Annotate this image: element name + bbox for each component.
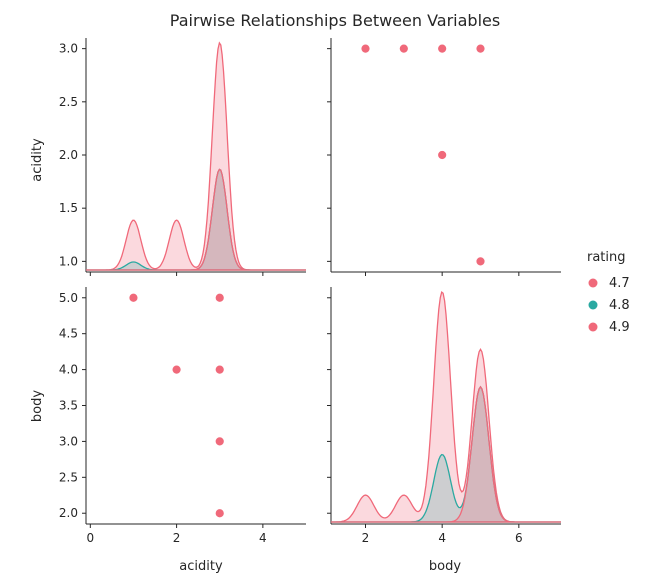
kde-acidity-4_7 — [86, 41, 306, 271]
panel-tl-ytick-label: 2.5 — [59, 95, 78, 109]
scatter-point-acidity-body-3 — [214, 292, 225, 303]
panel-bl-ytick-label: 3.0 — [59, 434, 78, 448]
legend-title: rating — [587, 250, 626, 265]
panel-br-xtick-label: 6 — [515, 531, 523, 545]
legend-label-0: 4.7 — [609, 276, 630, 291]
panel-bl-xtick-label: 4 — [259, 531, 267, 545]
y-axis-title-acidity: acidity — [30, 138, 45, 182]
panel-bl-xtick-label: 2 — [173, 531, 181, 545]
legend-marker-1 — [588, 300, 598, 310]
panel-tl-ytick-label: 1.0 — [59, 254, 78, 268]
scatter-point-body-acidity-3 — [475, 43, 486, 54]
kde-acidity-4_8 — [86, 168, 306, 271]
panel-br-xtick-label: 2 — [362, 531, 370, 545]
scatter-point-body-acidity-0 — [475, 256, 486, 267]
panel-bl-ytick-label: 5.0 — [59, 291, 78, 305]
scatter-point-acidity-body-6 — [214, 508, 225, 519]
panel-bl-ytick-label: 2.5 — [59, 470, 78, 484]
panel-bl-ytick-label: 2.0 — [59, 506, 78, 520]
panel-tl-ytick-label: 2.0 — [59, 148, 78, 162]
panel-tl-ytick-label: 1.5 — [59, 201, 78, 215]
scatter-point-acidity-body-1 — [171, 364, 182, 375]
panel-bl-ytick-label: 4.5 — [59, 327, 78, 341]
y-axis-title-body: body — [30, 390, 45, 422]
panel-br-xtick-label: 4 — [438, 531, 446, 545]
kde-acidity-4_9 — [86, 168, 306, 271]
legend: rating 4.7 4.8 4.9 — [587, 250, 630, 335]
legend-marker-2 — [588, 322, 598, 332]
scatter-point-body-acidity-4 — [437, 43, 448, 54]
panel-bl-ytick-label: 3.5 — [59, 399, 78, 413]
legend-marker-0 — [588, 278, 598, 288]
x-axis-title-body: body — [429, 559, 461, 574]
scatter-point-acidity-body-0 — [128, 292, 139, 303]
kde-body-4_9 — [331, 385, 561, 523]
figure-title: Pairwise Relationships Between Variables — [170, 11, 500, 30]
legend-label-1: 4.8 — [609, 298, 630, 313]
legend-label-2: 4.9 — [609, 320, 630, 335]
scatter-point-acidity-body-4 — [214, 364, 225, 375]
scatter-point-acidity-body-5 — [214, 436, 225, 447]
scatter-point-body-acidity-1 — [437, 150, 448, 160]
panel-bl-xtick-label: 0 — [86, 531, 94, 545]
x-axis-title-acidity: acidity — [179, 559, 223, 574]
panel-bl-ytick-label: 4.0 — [59, 363, 78, 377]
scatter-point-body-acidity-6 — [360, 43, 371, 54]
panel-tl-ytick-label: 3.0 — [59, 42, 78, 56]
scatter-point-body-acidity-5 — [398, 43, 409, 54]
